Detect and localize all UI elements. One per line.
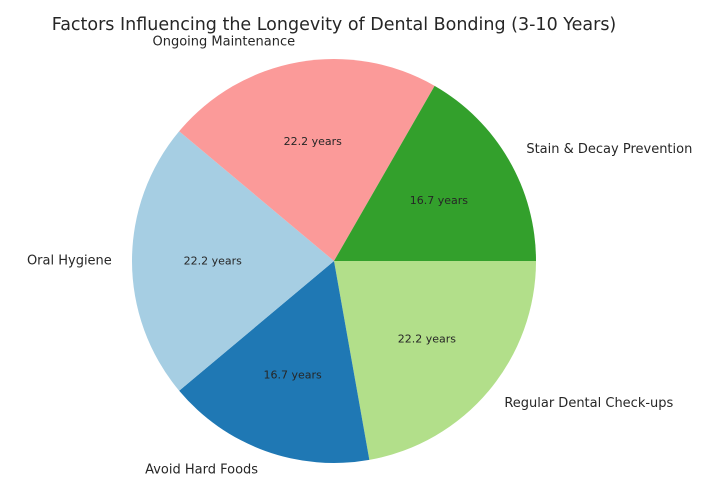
pie-category-labels: Regular Dental Check-ups Avoid Hard Foods… [27,35,692,478]
pie-value-label: 22.2 years [184,255,243,268]
pie-value-labels: 22.2 years 16.7 years 22.2 years 22.2 years… [184,135,469,381]
pie-slice-oral-hygiene [131,131,334,391]
pie-value-label: 22.2 years [398,332,457,345]
pie-value-label: 22.2 years [284,135,343,148]
pie-slice-ongoing-maintenance [179,59,435,262]
pie-slice-avoid-hard-foods [179,261,370,463]
pie-category-label: Ongoing Maintenance [152,35,295,50]
pie-category-label: Avoid Hard Foods [145,462,258,477]
pie-category-label: Oral Hygiene [27,254,112,269]
pie-category-label: Stain & Decay Prevention [526,142,692,157]
pie-value-label: 16.7 years [263,368,322,381]
chart-title: Factors Influencing the Longevity of Den… [51,15,617,35]
pie-value-label: 16.7 years [410,194,469,207]
pie-category-label: Regular Dental Check-ups [504,396,673,411]
pie-slice-regular-dental-check-ups [334,261,536,460]
pie-slice-stain-decay-prevention [334,85,536,261]
pie-slices [131,59,536,463]
